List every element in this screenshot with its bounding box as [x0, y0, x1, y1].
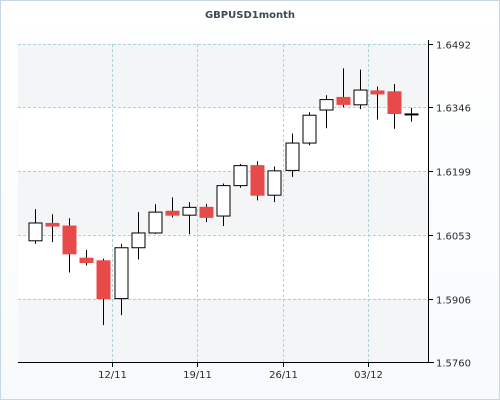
candle-body-up [404, 113, 419, 116]
candle-body-up [267, 170, 282, 196]
candle-body-down [387, 91, 402, 115]
plot-area: 1.6492 1.6346 1.6199 1.6053 1.5906 1.5760 12/1… [18, 40, 471, 381]
y-tick-label: 1.6492 [436, 41, 471, 52]
candle-body-up [148, 211, 163, 234]
y-tick-label: 1.5906 [436, 296, 471, 307]
chart-title: GBPUSD1month [205, 10, 295, 21]
y-tick-label: 1.6053 [436, 232, 471, 243]
candle-body-up [114, 247, 129, 300]
candle-body-up [319, 99, 334, 111]
candle-body-down [96, 260, 111, 300]
x-tick-label: 03/12 [354, 370, 383, 381]
candle-body-up [216, 185, 231, 217]
x-tick-label: 12/11 [98, 370, 127, 381]
candle-body-down [199, 206, 214, 218]
x-tick-label: 26/11 [269, 370, 298, 381]
candle-body-down [250, 165, 265, 196]
candle-body-down [370, 90, 385, 95]
candle-body-up [28, 222, 43, 242]
candle-body-down [45, 222, 60, 227]
candle-body-down [165, 210, 180, 216]
candle-body-up [131, 232, 146, 249]
candle-body-down [62, 225, 77, 255]
candle-body-up [233, 165, 248, 187]
y-tick-label: 1.6346 [436, 104, 471, 115]
plot-band [18, 298, 428, 362]
candle-body-down [336, 96, 351, 105]
y-tick-label: 1.5760 [436, 359, 471, 370]
candle-body-down [79, 257, 94, 264]
candle-body-up [302, 114, 317, 144]
candle-body-up [353, 89, 368, 106]
candle-body-up [182, 206, 197, 216]
x-tick-label: 19/11 [183, 370, 212, 381]
candle-body-up [285, 142, 300, 171]
y-tick-label: 1.6199 [436, 168, 471, 179]
